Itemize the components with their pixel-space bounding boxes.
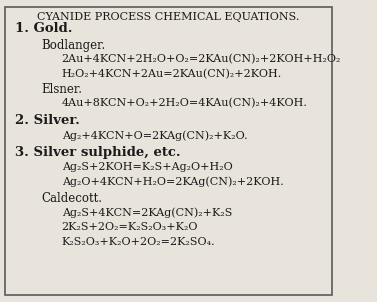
Text: K₂S₂O₃+K₂O+2O₂=2K₂SO₄.: K₂S₂O₃+K₂O+2O₂=2K₂SO₄. <box>61 237 215 247</box>
Text: 4Au+8KCN+O₂+2H₂O=4KAu(CN)₂+4KOH.: 4Au+8KCN+O₂+2H₂O=4KAu(CN)₂+4KOH. <box>61 98 308 109</box>
Text: Ag₂S+4KCN=2KAg(CN)₂+K₂S: Ag₂S+4KCN=2KAg(CN)₂+K₂S <box>61 207 232 217</box>
Text: Caldecott.: Caldecott. <box>41 192 103 205</box>
Text: 1. Gold.: 1. Gold. <box>15 22 72 35</box>
Text: 2Au+4KCN+2H₂O+O₂=2KAu(CN)₂+2KOH+H₂O₂: 2Au+4KCN+2H₂O+O₂=2KAu(CN)₂+2KOH+H₂O₂ <box>61 54 341 65</box>
Text: Ag₂O+4KCN+H₂O=2KAg(CN)₂+2KOH.: Ag₂O+4KCN+H₂O=2KAg(CN)₂+2KOH. <box>61 176 284 187</box>
Text: CYANIDE PROCESS CHEMICAL EQUATIONS.: CYANIDE PROCESS CHEMICAL EQUATIONS. <box>37 12 300 22</box>
Text: 3. Silver sulphide, etc.: 3. Silver sulphide, etc. <box>15 146 180 159</box>
Text: Bodlanger.: Bodlanger. <box>41 39 106 52</box>
Text: Ag₂+4KCN+O=2KAg(CN)₂+K₂O.: Ag₂+4KCN+O=2KAg(CN)₂+K₂O. <box>61 130 247 141</box>
Text: 2K₂S+2O₂=K₂S₂O₃+K₂O: 2K₂S+2O₂=K₂S₂O₃+K₂O <box>61 222 198 232</box>
Text: Ag₂S+2KOH=K₂S+Ag₂O+H₂O: Ag₂S+2KOH=K₂S+Ag₂O+H₂O <box>61 162 232 172</box>
Text: H₂O₂+4KCN+2Au=2KAu(CN)₂+2KOH.: H₂O₂+4KCN+2Au=2KAu(CN)₂+2KOH. <box>61 69 282 79</box>
Text: 2. Silver.: 2. Silver. <box>15 114 80 127</box>
Text: Elsner.: Elsner. <box>41 83 83 96</box>
FancyBboxPatch shape <box>5 7 333 295</box>
